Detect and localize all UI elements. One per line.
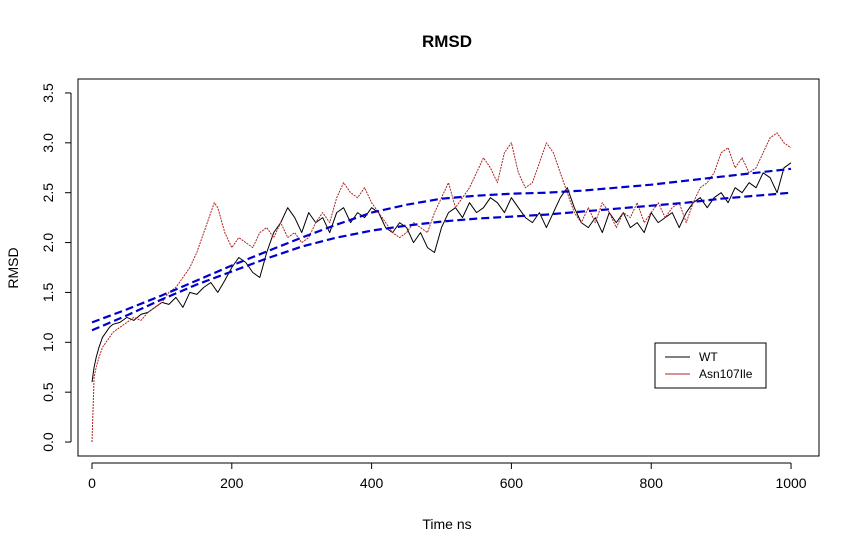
series-layer: [91, 132, 792, 443]
legend-box: [654, 342, 767, 389]
x-tick-label: 400: [360, 475, 384, 491]
chart-title: RMSD: [422, 32, 472, 51]
y-tick-label: 2.5: [40, 183, 56, 203]
x-tick-label: 800: [640, 475, 664, 491]
x-axis-label: Time ns: [422, 516, 471, 532]
y-tick-label: 3.0: [40, 133, 56, 153]
y-axis-label: RMSD: [5, 247, 21, 288]
wt-series-line: [91, 162, 792, 383]
legend-label-wt: WT: [699, 350, 718, 364]
y-tick-label: 0.0: [40, 432, 56, 452]
y-tick-label: 1.0: [40, 332, 56, 352]
trend-line-upper: [91, 167, 792, 324]
trend-line-lower: [91, 191, 792, 332]
x-tick-label: 600: [500, 475, 524, 491]
plot-frame: [77, 78, 820, 457]
legend: WT Asn107Ile: [654, 342, 767, 389]
x-axis: 0 200 400 600 800 1000: [88, 462, 807, 491]
y-axis: 0.0 0.5 1.0 1.5 2.0 2.5 3.0 3.5: [40, 83, 72, 452]
x-tick-label: 0: [88, 475, 96, 491]
y-tick-label: 2.0: [40, 233, 56, 253]
y-tick-label: 0.5: [40, 382, 56, 402]
x-tick-label: 1000: [775, 475, 806, 491]
asn107ile-series-line: [91, 132, 792, 443]
legend-label-asn107ile: Asn107Ile: [699, 367, 753, 381]
y-tick-label: 1.5: [40, 282, 56, 302]
y-tick-label: 3.5: [40, 83, 56, 103]
x-tick-label: 200: [220, 475, 244, 491]
